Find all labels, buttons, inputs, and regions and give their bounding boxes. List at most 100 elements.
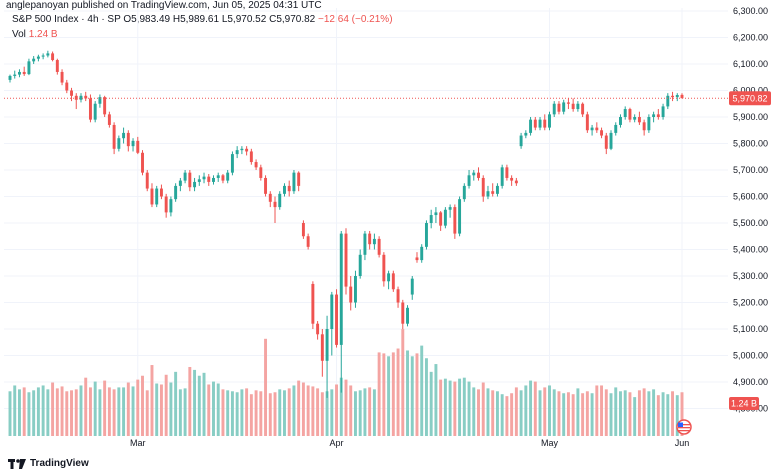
candle-body [424, 223, 428, 247]
volume-bar [126, 382, 130, 436]
candle-body [273, 201, 277, 208]
candle-body [552, 103, 556, 115]
candle-body [590, 127, 594, 131]
volume-bar [112, 389, 116, 436]
candle-body [401, 302, 405, 324]
candle-body [103, 97, 107, 115]
volume-bar [557, 391, 561, 436]
volume-bar [55, 388, 59, 436]
publisher-header: anglepanoyan published on TradingView.co… [6, 0, 322, 11]
candle-body [226, 172, 230, 181]
candle-body [514, 180, 518, 184]
volume-bar [595, 385, 599, 436]
symbol-legend: S&P 500 Index · 4h · SP O5,983.49 H5,989… [12, 14, 393, 25]
candle-body [529, 119, 533, 133]
candle-body [519, 135, 523, 147]
candle-body [434, 212, 438, 216]
volume-bar [216, 383, 220, 436]
volume-bar [226, 390, 230, 436]
volume-bar [245, 388, 249, 436]
volume-bar [230, 391, 234, 436]
volume-bar [316, 388, 320, 436]
candle-body [188, 172, 192, 188]
candle-body [159, 188, 163, 197]
volume-bar [628, 392, 632, 436]
volume-bar [117, 387, 121, 436]
volume-bar [150, 365, 154, 436]
candle-body [245, 148, 249, 152]
candle-body [136, 140, 140, 153]
volume-bar [614, 387, 618, 436]
candle-body [619, 117, 622, 125]
x-tick-label: Mar [130, 438, 146, 448]
change-value: −12.64 (−0.21%) [318, 14, 393, 25]
tradingview-brand[interactable]: TradingView [30, 458, 89, 469]
candle-body [623, 109, 627, 117]
volume-bar [623, 390, 627, 436]
volume-bar [420, 345, 424, 436]
volume-bar [164, 374, 168, 436]
candle-body [93, 103, 97, 120]
volume-bar [8, 391, 12, 436]
y-tick-label: 5,800.00 [733, 139, 768, 149]
volume-bar [254, 390, 258, 436]
volume-bar [339, 377, 343, 436]
volume-bar [32, 390, 36, 436]
volume-bar [207, 384, 211, 436]
tradingview-logo-icon [8, 458, 26, 469]
volume-bar [443, 378, 447, 436]
candle-body [264, 177, 268, 194]
candle-body [197, 179, 201, 182]
volume-bar [197, 375, 201, 436]
volume-bar [13, 385, 17, 436]
candle-body [557, 103, 561, 112]
volume-bar [652, 389, 656, 436]
volume-bar [330, 389, 334, 436]
volume-bar [368, 387, 372, 436]
volume-bar [415, 353, 419, 436]
volume-bar [70, 390, 73, 436]
candle-body [652, 114, 656, 117]
volume-bar [619, 391, 622, 436]
candle-body [145, 172, 149, 189]
y-tick-label: 6,000.00 [733, 86, 768, 96]
candle-body [254, 162, 258, 168]
candle-body [283, 185, 286, 194]
volume-bar [675, 395, 679, 436]
open-value: O5,983.49 [123, 14, 171, 25]
candle-body [675, 95, 679, 98]
candle-body [372, 238, 376, 245]
volume-bar [633, 397, 637, 436]
volume-bar [387, 356, 391, 436]
candle-body [41, 55, 45, 57]
volume-bar [524, 385, 528, 436]
candle-body [22, 71, 26, 75]
symbol-name[interactable]: S&P 500 Index · 4h · SP [12, 14, 121, 25]
candle-body [335, 294, 339, 345]
candle-body [666, 95, 670, 107]
candle-body [637, 117, 641, 123]
candle-body [330, 294, 334, 329]
candle-body [415, 257, 419, 261]
candle-body [680, 94, 684, 99]
candle-body [533, 119, 537, 128]
volume-bar [259, 391, 263, 436]
us-flag-icon[interactable] [672, 419, 696, 435]
volume-bar [647, 391, 651, 436]
volume-bar [353, 391, 357, 436]
volume-bar [529, 380, 533, 436]
volume-badge-label: 1.24 B [731, 399, 757, 409]
volume-bar [396, 348, 400, 436]
volume-bar [264, 338, 268, 436]
y-tick-label: 6,100.00 [733, 59, 768, 69]
last-price-label: 5,970.82 [732, 94, 767, 104]
candle-body [13, 74, 17, 76]
volume-bar [159, 384, 163, 436]
volume-bar [552, 389, 556, 436]
x-tick-label: May [541, 438, 559, 448]
candle-body [458, 199, 462, 234]
candle-body [207, 176, 211, 182]
candle-body [164, 196, 168, 213]
candle-body [126, 132, 130, 147]
